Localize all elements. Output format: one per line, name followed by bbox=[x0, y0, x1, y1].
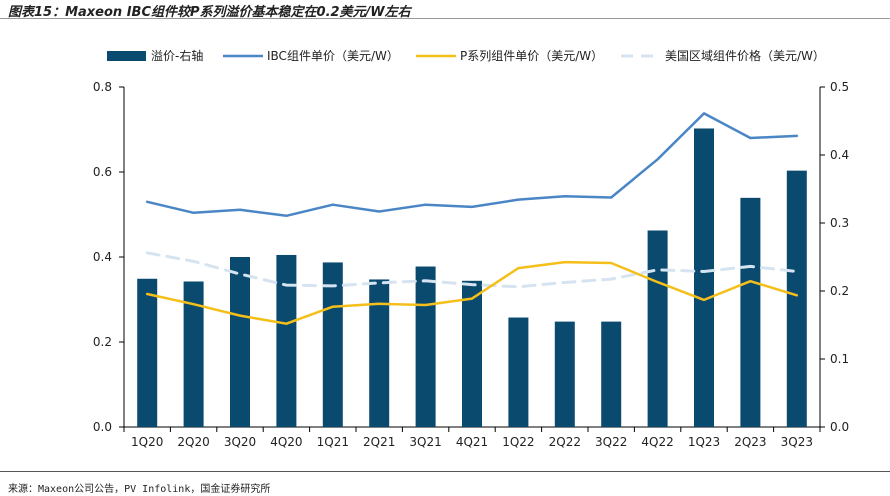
x-tick-label: 3Q20 bbox=[224, 435, 256, 449]
x-tick-label: 4Q21 bbox=[456, 435, 488, 449]
right-tick-label: 0.0 bbox=[830, 420, 849, 434]
x-tick-label: 2Q20 bbox=[177, 435, 209, 449]
source-divider bbox=[0, 471, 890, 472]
right-tick-label: 0.1 bbox=[830, 352, 849, 366]
legend-label: P系列组件单价（美元/W） bbox=[460, 49, 603, 63]
premium-bar bbox=[554, 321, 575, 427]
source-note: 来源：Maxeon公司公告，PV Infolink，国金证券研究所 bbox=[8, 484, 271, 495]
premium-bar bbox=[462, 280, 482, 427]
axes: 0.0 0.2 0.4 0.6 0.8 0.0 0.1 0.2 0.3 0.4 0.5 1Q20 2Q2… bbox=[93, 80, 849, 449]
premium-bar bbox=[647, 230, 668, 427]
price-lines bbox=[145, 112, 799, 325]
x-tick-label: 4Q22 bbox=[641, 435, 673, 449]
premium-bar bbox=[137, 278, 158, 427]
legend-label: IBC组件单价（美元/W） bbox=[267, 49, 399, 63]
premium-bars bbox=[137, 128, 807, 428]
right-tick-label: 0.5 bbox=[830, 80, 849, 94]
premium-bar bbox=[369, 279, 390, 427]
right-tick-label: 0.4 bbox=[830, 148, 849, 162]
x-tick-label: 4Q20 bbox=[270, 435, 302, 449]
us-region-price-line bbox=[145, 251, 799, 289]
legend-ibc: IBC组件单价（美元/W） bbox=[223, 49, 399, 63]
premium-bar bbox=[601, 321, 622, 427]
legend: 溢价-右轴 IBC组件单价（美元/W） P系列组件单价（美元/W） 美国区域组件价格（… bbox=[107, 48, 825, 63]
x-tick-label: 1Q21 bbox=[317, 435, 349, 449]
right-tick-label: 0.2 bbox=[830, 284, 849, 298]
premium-bar bbox=[740, 197, 761, 427]
left-tick-label: 0.6 bbox=[93, 165, 112, 179]
legend-swatch bbox=[107, 51, 146, 61]
x-tick-label: 3Q21 bbox=[409, 435, 441, 449]
legend-p-series: P系列组件单价（美元/W） bbox=[416, 49, 603, 63]
premium-bar bbox=[276, 254, 297, 427]
legend-label: 美国区域组件价格（美元/W） bbox=[665, 48, 825, 63]
x-tick-label: 2Q22 bbox=[549, 435, 581, 449]
title-divider bbox=[0, 18, 890, 19]
p-series-price-line bbox=[145, 260, 799, 325]
legend-label: 溢价-右轴 bbox=[151, 48, 203, 63]
x-tick-label: 1Q23 bbox=[688, 435, 720, 449]
legend-premium: 溢价-右轴 bbox=[107, 48, 203, 63]
figure-title: 图表15：Maxeon IBC组件较P系列溢价基本稳定在0.2美元/W左右 bbox=[8, 5, 411, 20]
x-tick-label: 1Q20 bbox=[131, 435, 163, 449]
premium-bar bbox=[415, 266, 436, 427]
x-tick-label: 3Q22 bbox=[595, 435, 627, 449]
premium-bar bbox=[786, 170, 807, 427]
x-tick-label: 1Q22 bbox=[502, 435, 534, 449]
premium-bar bbox=[183, 281, 204, 427]
premium-bar bbox=[694, 128, 714, 428]
x-tick-label: 3Q23 bbox=[781, 435, 813, 449]
left-tick-label: 0.0 bbox=[93, 420, 112, 434]
x-tick-label: 2Q23 bbox=[734, 435, 766, 449]
ibc-price-line bbox=[145, 112, 799, 218]
left-tick-label: 0.2 bbox=[93, 335, 112, 349]
legend-us-region: 美国区域组件价格（美元/W） bbox=[621, 48, 825, 63]
left-tick-label: 0.8 bbox=[93, 80, 112, 94]
premium-bar bbox=[508, 317, 529, 427]
x-tick-label: 2Q21 bbox=[363, 435, 395, 449]
right-tick-label: 0.3 bbox=[830, 216, 849, 230]
premium-bar bbox=[322, 262, 343, 427]
left-tick-label: 0.4 bbox=[93, 250, 112, 264]
premium-bar bbox=[230, 257, 250, 427]
